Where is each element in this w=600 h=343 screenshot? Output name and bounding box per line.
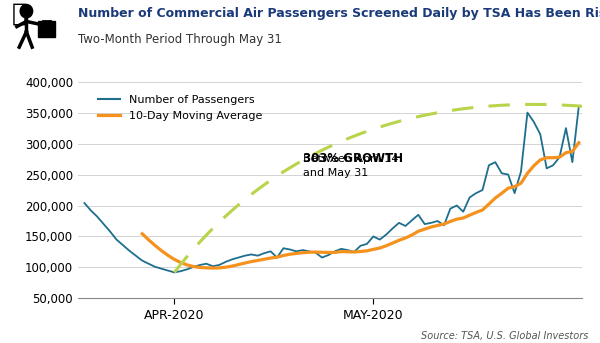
Circle shape [20,4,32,18]
Text: Two-Month Period Through May 31: Two-Month Period Through May 31 [78,33,282,46]
Text: Source: TSA, U.S. Global Investors: Source: TSA, U.S. Global Investors [421,331,588,341]
Legend: Number of Passengers, 10-Day Moving Average: Number of Passengers, 10-Day Moving Aver… [94,90,267,126]
Text: ⚹: ⚹ [12,2,27,26]
Bar [38,21,55,37]
Text: Between April 14
and May 31: Between April 14 and May 31 [303,154,398,178]
Text: 303% GROWTH: 303% GROWTH [303,152,403,165]
Text: Number of Commercial Air Passengers Screened Daily by TSA Has Been Rising: Number of Commercial Air Passengers Scre… [78,7,600,20]
